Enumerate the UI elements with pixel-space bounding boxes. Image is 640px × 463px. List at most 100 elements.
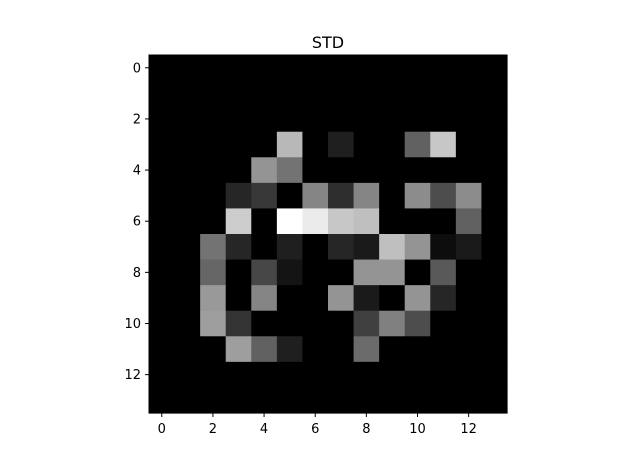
heatmap-cell-r7-c10 bbox=[404, 234, 431, 261]
heatmap-cell-r6-c5 bbox=[276, 208, 304, 235]
heatmap-cell-r5-c3 bbox=[225, 182, 252, 210]
heatmap-cell-r11-c7 bbox=[328, 336, 355, 363]
x-tick-label-8: 8 bbox=[362, 422, 370, 437]
heatmap-cell-r7-c2 bbox=[200, 234, 227, 261]
heatmap-cell-r10-c7 bbox=[328, 310, 355, 337]
heatmap-cell-r9-c12 bbox=[455, 285, 483, 312]
heatmap-cell-r10-c12 bbox=[455, 310, 483, 337]
heatmap-cell-r5-c10 bbox=[404, 182, 431, 210]
heatmap-cell-r2-c4 bbox=[251, 106, 278, 133]
heatmap-cell-r1-c0 bbox=[149, 80, 176, 107]
y-tick-label-4: 4 bbox=[133, 164, 141, 179]
heatmap-cell-r10-c11 bbox=[430, 310, 457, 337]
heatmap-cell-r1-c13 bbox=[481, 80, 508, 107]
heatmap-cell-r2-c5 bbox=[276, 106, 304, 133]
heatmap-cell-r9-c6 bbox=[302, 285, 329, 312]
heatmap-cell-r13-c10 bbox=[404, 387, 431, 414]
heatmap-cell-r5-c4 bbox=[251, 182, 278, 210]
heatmap-cell-r4-c7 bbox=[328, 157, 355, 184]
heatmap-cell-r13-c0 bbox=[149, 387, 176, 414]
heatmap-cell-r6-c2 bbox=[200, 208, 227, 235]
heatmap-cell-r9-c3 bbox=[225, 285, 252, 312]
heatmap-cell-r8-c11 bbox=[430, 259, 457, 286]
heatmap-cell-r4-c8 bbox=[353, 157, 380, 184]
heatmap-cell-r7-c12 bbox=[455, 234, 483, 261]
heatmap-cell-r0-c12 bbox=[455, 55, 483, 82]
heatmap-cell-r8-c0 bbox=[149, 259, 176, 286]
heatmap-cell-r12-c11 bbox=[430, 361, 457, 389]
heatmap-cell-r1-c6 bbox=[302, 80, 329, 107]
heatmap-cell-r0-c8 bbox=[353, 55, 380, 82]
heatmap-cell-r5-c5 bbox=[276, 182, 304, 210]
heatmap-cell-r2-c1 bbox=[174, 106, 201, 133]
heatmap-cell-r11-c4 bbox=[251, 336, 278, 363]
x-tick-label-6: 6 bbox=[311, 422, 319, 437]
heatmap-cell-r0-c2 bbox=[200, 55, 227, 82]
heatmap-cell-r10-c8 bbox=[353, 310, 380, 337]
plot-frame bbox=[148, 54, 508, 414]
heatmap-cell-r5-c13 bbox=[481, 182, 508, 210]
heatmap-cell-r0-c10 bbox=[404, 55, 431, 82]
heatmap-cell-r5-c6 bbox=[302, 182, 329, 210]
heatmap-cell-r12-c5 bbox=[276, 361, 304, 389]
heatmap-cell-r13-c11 bbox=[430, 387, 457, 414]
heatmap-cell-r3-c8 bbox=[353, 131, 380, 158]
heatmap-cell-r10-c10 bbox=[404, 310, 431, 337]
heatmap-cell-r5-c0 bbox=[149, 182, 176, 210]
heatmap-cell-r8-c10 bbox=[404, 259, 431, 286]
heatmap-cell-r1-c7 bbox=[328, 80, 355, 107]
y-tick-label-6: 6 bbox=[133, 215, 141, 230]
heatmap-cell-r12-c13 bbox=[481, 361, 508, 389]
heatmap-cell-r5-c9 bbox=[379, 182, 406, 210]
heatmap-cell-r10-c0 bbox=[149, 310, 176, 337]
heatmap-cell-r8-c9 bbox=[379, 259, 406, 286]
heatmap-cell-r9-c7 bbox=[328, 285, 355, 312]
heatmap-cell-r7-c13 bbox=[481, 234, 508, 261]
heatmap-cell-r6-c4 bbox=[251, 208, 278, 235]
x-tick-label-12: 12 bbox=[460, 422, 477, 437]
heatmap-cell-r11-c2 bbox=[200, 336, 227, 363]
heatmap-cell-r1-c11 bbox=[430, 80, 457, 107]
heatmap-cell-r7-c9 bbox=[379, 234, 406, 261]
heatmap-cell-r10-c3 bbox=[225, 310, 252, 337]
heatmap-cell-r3-c12 bbox=[455, 131, 483, 158]
y-tick-label-2: 2 bbox=[133, 112, 141, 127]
heatmap-cell-r0-c11 bbox=[430, 55, 457, 82]
heatmap-cell-r10-c5 bbox=[276, 310, 304, 337]
heatmap-cell-r12-c0 bbox=[149, 361, 176, 389]
heatmap-cell-r10-c6 bbox=[302, 310, 329, 337]
heatmap-cell-r8-c6 bbox=[302, 259, 329, 286]
heatmap-cell-r4-c11 bbox=[430, 157, 457, 184]
heatmap-cell-r9-c9 bbox=[379, 285, 406, 312]
heatmap-cell-r12-c10 bbox=[404, 361, 431, 389]
heatmap-cell-r12-c6 bbox=[302, 361, 329, 389]
heatmap-cell-r13-c3 bbox=[225, 387, 252, 414]
y-axis: 0 2 4 6 8 10 12 bbox=[124, 61, 149, 383]
heatmap-cell-r3-c2 bbox=[200, 131, 227, 158]
heatmap-cell-r13-c7 bbox=[328, 387, 355, 414]
heatmap-cell-r5-c1 bbox=[174, 182, 201, 210]
heatmap-cell-r8-c1 bbox=[174, 259, 201, 286]
y-tick-label-12: 12 bbox=[124, 368, 141, 383]
heatmap-cell-r2-c8 bbox=[353, 106, 380, 133]
heatmap-cell-r1-c3 bbox=[225, 80, 252, 107]
heatmap-cell-r7-c6 bbox=[302, 234, 329, 261]
heatmap-cell-r3-c11 bbox=[430, 131, 457, 158]
heatmap-cell-r2-c10 bbox=[404, 106, 431, 133]
heatmap-cell-r6-c10 bbox=[404, 208, 431, 235]
heatmap-cell-r11-c3 bbox=[225, 336, 252, 363]
heatmap-cell-r12-c2 bbox=[200, 361, 227, 389]
heatmap-cell-r9-c10 bbox=[404, 285, 431, 312]
heatmap-cell-r7-c8 bbox=[353, 234, 380, 261]
heatmap-cell-r11-c11 bbox=[430, 336, 457, 363]
heatmap-cell-r8-c5 bbox=[276, 259, 304, 286]
heatmap-cell-r9-c0 bbox=[149, 285, 176, 312]
heatmap-cell-r11-c8 bbox=[353, 336, 380, 363]
heatmap-cell-r0-c1 bbox=[174, 55, 201, 82]
heatmap-cell-r9-c2 bbox=[200, 285, 227, 312]
heatmap-cell-r7-c4 bbox=[251, 234, 278, 261]
heatmap-cell-r3-c13 bbox=[481, 131, 508, 158]
heatmap-cell-r13-c9 bbox=[379, 387, 406, 414]
heatmap-cell-r1-c1 bbox=[174, 80, 201, 107]
